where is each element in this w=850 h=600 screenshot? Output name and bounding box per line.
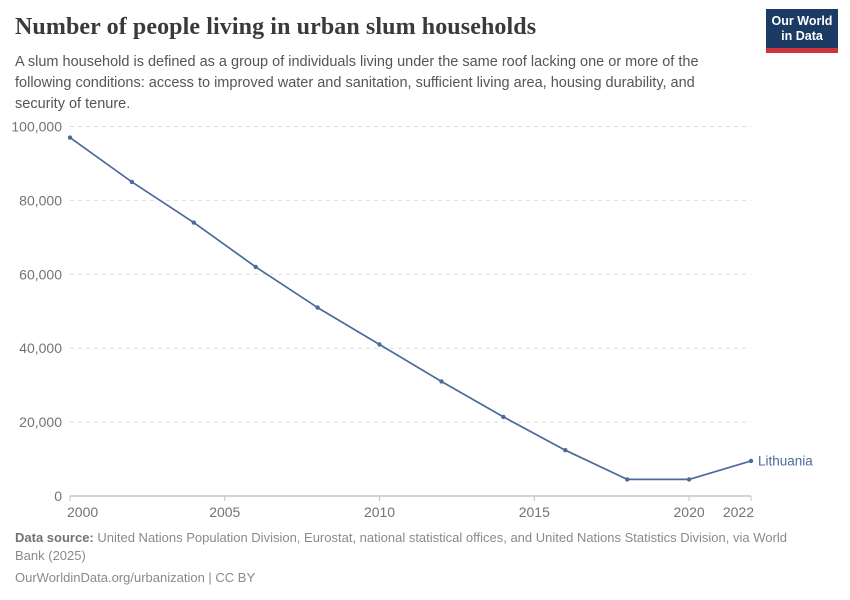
owid-logo[interactable]: Our World in Data: [766, 9, 838, 53]
y-axis-label: 40,000: [19, 340, 62, 356]
data-point[interactable]: [686, 477, 692, 482]
logo-accent-bar: [766, 48, 838, 53]
x-axis-label: 2015: [519, 504, 550, 520]
y-axis-label: 20,000: [19, 414, 62, 430]
logo-text-line2: in Data: [781, 29, 823, 43]
data-point[interactable]: [129, 179, 135, 185]
data-point[interactable]: [253, 264, 258, 270]
data-point[interactable]: [563, 448, 568, 453]
owid-logo-box: Our World in Data: [766, 9, 838, 48]
x-axis-label: 2000: [67, 504, 98, 520]
data-point[interactable]: [315, 305, 320, 310]
series-line[interactable]: [69, 136, 752, 481]
logo-text-line1: Our World: [771, 14, 833, 28]
citation-separator: |: [204, 570, 216, 585]
datasource-label: Data source:: [15, 530, 94, 545]
data-point[interactable]: [67, 135, 73, 140]
series-end-label: Lithuania: [758, 453, 813, 468]
y-axis-label: 80,000: [19, 192, 62, 208]
citation-link[interactable]: OurWorldinData.org/urbanization: [15, 570, 205, 585]
footer-citation: OurWorldinData.org/urbanization | CC BY: [15, 569, 817, 587]
x-axis-label: 2020: [674, 504, 705, 520]
x-axis-label: 2022: [723, 504, 754, 520]
x-axis-label: 2005: [209, 504, 240, 520]
y-axis-label: 100,000: [11, 119, 62, 135]
data-point[interactable]: [191, 220, 196, 225]
data-point[interactable]: [377, 342, 382, 347]
page-subtitle: A slum household is defined as a group o…: [15, 54, 699, 112]
chart-footer: Data source: United Nations Population D…: [15, 529, 817, 587]
data-point[interactable]: [501, 414, 506, 420]
y-axis-label: 60,000: [19, 266, 62, 282]
data-point[interactable]: [748, 458, 754, 464]
datasource-text: United Nations Population Division, Euro…: [15, 530, 787, 563]
footer-datasource: Data source: United Nations Population D…: [15, 529, 817, 565]
y-axis-label: 0: [54, 488, 62, 504]
data-point[interactable]: [625, 477, 630, 482]
line-chart: 0 20,000 40,000 60,000 80,000 100,000 2000 2005…: [11, 119, 813, 521]
x-axis-label: 2010: [364, 504, 395, 520]
data-point[interactable]: [439, 379, 444, 384]
page-title: Number of people living in urban slum ho…: [15, 14, 537, 40]
citation-license: CC BY: [215, 570, 256, 585]
